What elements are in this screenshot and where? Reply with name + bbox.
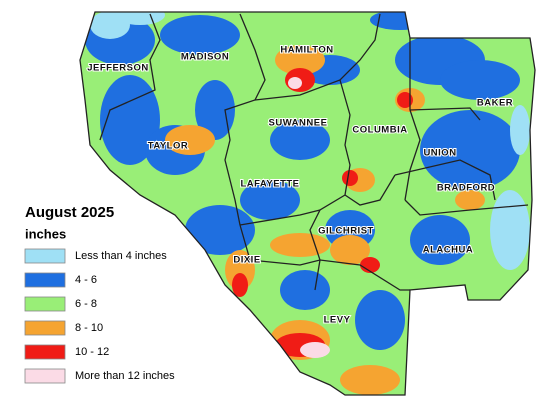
legend-label: Less than 4 inches — [75, 250, 167, 262]
rain-patch — [225, 250, 255, 290]
rain-patch — [270, 120, 330, 160]
county-label: MADISON — [181, 52, 229, 63]
county-label: TAYLOR — [148, 141, 188, 152]
rain-patch — [270, 233, 330, 257]
rain-patch — [160, 15, 240, 55]
county-lines — [79, 11, 536, 396]
county-label: ALACHUA — [423, 245, 473, 256]
rain-patch — [440, 60, 520, 100]
legend-swatch — [24, 320, 66, 336]
rain-patch — [195, 80, 235, 140]
rain-patch — [360, 257, 380, 273]
legend-swatch — [24, 248, 66, 264]
legend-swatch — [24, 296, 66, 312]
rain-patch — [410, 215, 470, 265]
rain-patch — [510, 105, 530, 155]
rain-patch — [340, 365, 400, 395]
rain-patch — [397, 92, 413, 108]
county-label: LAFAYETTE — [240, 179, 299, 190]
legend-swatch — [24, 344, 66, 360]
legend-label: More than 12 inches — [75, 370, 175, 382]
legend-label: 8 - 10 — [75, 322, 103, 334]
rain-patch — [275, 45, 325, 75]
county-label: GILCHRIST — [318, 226, 374, 237]
county-label: BAKER — [477, 98, 513, 109]
rain-patch — [300, 342, 330, 358]
rain-patch — [420, 110, 520, 190]
rain-patch — [115, 12, 165, 25]
rain-patch — [288, 77, 302, 89]
county-label: BRADFORD — [437, 183, 495, 194]
rain-patch — [355, 290, 405, 350]
rain-patch — [280, 270, 330, 310]
legend: August 2025 inches Less than 4 inches 4 -… — [24, 204, 175, 384]
rain-patch — [330, 235, 370, 265]
county-label: LEVY — [324, 315, 351, 326]
legend-label: 4 - 6 — [75, 274, 97, 286]
county-label: DIXIE — [233, 255, 260, 266]
legend-label: 10 - 12 — [75, 346, 109, 358]
legend-swatch — [24, 368, 66, 384]
rain-patch — [490, 190, 530, 270]
rain-patch — [240, 180, 300, 220]
rain-patch — [165, 125, 215, 155]
rain-patch — [342, 170, 358, 186]
rain-patch — [455, 190, 485, 210]
rain-patch — [100, 75, 160, 165]
county-label: JEFFERSON — [87, 63, 149, 74]
legend-units: inches — [25, 226, 66, 241]
county-label: COLUMBIA — [352, 125, 407, 136]
county-label: UNION — [423, 148, 456, 159]
legend-swatch — [24, 272, 66, 288]
rain-patch — [185, 205, 255, 255]
legend-title: August 2025 — [25, 204, 114, 221]
legend-label: 6 - 8 — [75, 298, 97, 310]
county-label: SUWANNEE — [269, 118, 328, 129]
county-label: HAMILTON — [280, 45, 333, 56]
rain-patch — [232, 273, 248, 297]
county-labels: JEFFERSON MADISON HAMILTON SUWANNEE COLUMBIA… — [86, 44, 513, 327]
